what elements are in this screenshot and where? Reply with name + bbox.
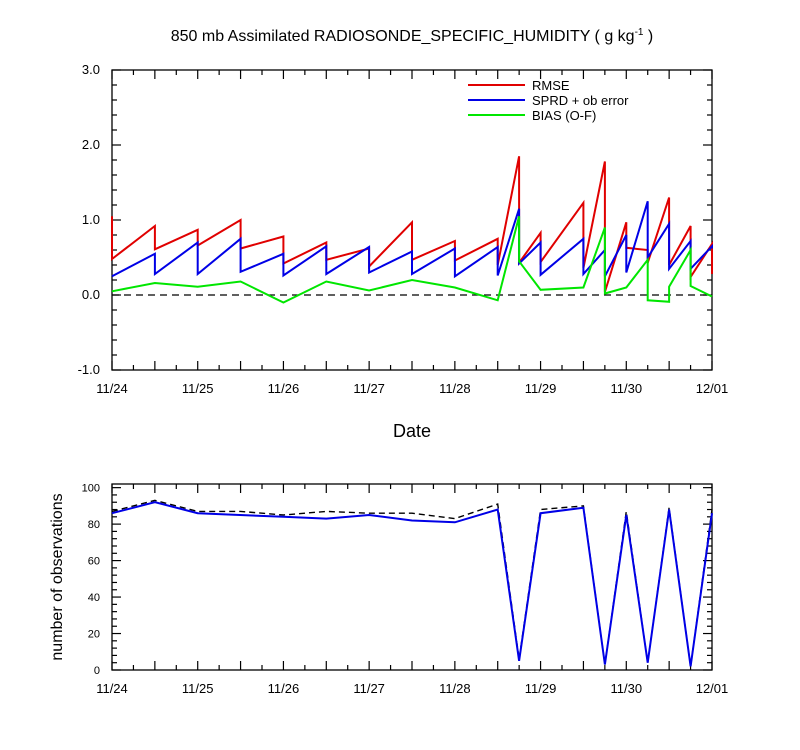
x-tick-label: 11/26 (268, 681, 300, 696)
x-tick-label: 12/01 (696, 381, 729, 396)
x-tick-label: 11/24 (96, 381, 128, 396)
x-tick-label: 11/25 (182, 381, 214, 396)
y-tick-label: 20 (88, 629, 100, 641)
legend-label: BIAS (O-F) (532, 108, 596, 123)
series-line-sprd-ob-error (111, 201, 713, 279)
y-tick-label: 3.0 (82, 62, 100, 77)
legend-label: RMSE (532, 78, 570, 93)
x-tick-label: 11/28 (439, 681, 471, 696)
y-tick-label: -1.0 (78, 362, 100, 377)
y-tick-label: 0 (94, 665, 100, 677)
x-tick-label: 11/24 (96, 681, 128, 696)
legend-label: SPRD + ob error (532, 93, 629, 108)
bottom-chart-ylabel: number of observations (49, 493, 66, 660)
plot-frame (111, 69, 713, 371)
y-tick-label: 80 (88, 519, 100, 531)
y-tick-label: 60 (88, 556, 100, 568)
y-tick-label: 40 (88, 592, 100, 604)
top-chart-panel: 11/24 11/25 11/26 11/27 11/28 11/29 11/30 12/01… (78, 62, 729, 396)
x-tick-label: 11/28 (439, 381, 471, 396)
x-tick-label: 11/29 (525, 681, 557, 696)
series-line-possible (111, 499, 713, 667)
series-line-assimilated (111, 501, 713, 667)
bottom-chart-panel: 11/24 11/25 11/26 11/27 11/28 11/29 11/30 12/01… (82, 483, 729, 696)
y-tick-label: 0.0 (82, 287, 100, 302)
y-tick-label: 2.0 (82, 137, 100, 152)
x-tick-label: 11/26 (268, 381, 300, 396)
x-tick-label: 11/29 (525, 381, 557, 396)
x-tick-label: 11/27 (353, 681, 385, 696)
x-tick-label: 11/30 (610, 681, 642, 696)
x-tick-label: 11/30 (610, 381, 642, 396)
x-tick-label: 12/01 (696, 681, 729, 696)
y-tick-label: 1.0 (82, 212, 100, 227)
y-tick-label: 100 (82, 483, 100, 495)
x-tick-label: 11/25 (182, 681, 214, 696)
x-tick-label: 11/27 (353, 381, 385, 396)
top-chart-xlabel: Date (393, 421, 431, 441)
series-line-bias-o-f (111, 216, 713, 304)
chart-title: 850 mb Assimilated RADIOSONDE_SPECIFIC_H… (171, 27, 654, 45)
